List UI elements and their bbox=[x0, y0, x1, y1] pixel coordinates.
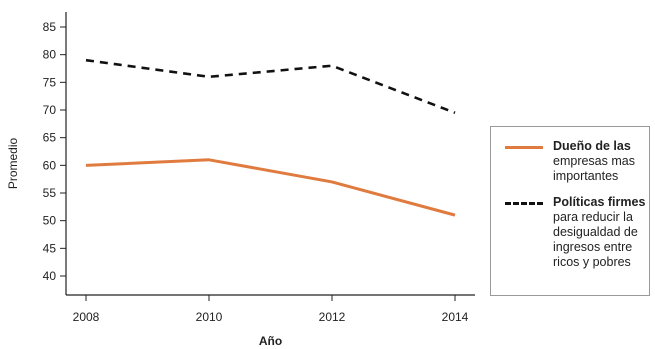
series-line-1 bbox=[85, 58, 456, 114]
y-tick-label-40: 40 bbox=[43, 269, 57, 283]
x-tick-label-2008: 2008 bbox=[73, 310, 100, 324]
x-tick-label-2012: 2012 bbox=[319, 310, 346, 324]
y-tick-label-75: 75 bbox=[43, 75, 57, 89]
y-tick-label-70: 70 bbox=[43, 103, 57, 117]
y-axis-title: Promedio bbox=[6, 137, 20, 189]
y-tick-label-80: 80 bbox=[43, 48, 57, 62]
legend-label-owners: Dueño de las empresas mas importantes bbox=[553, 139, 635, 183]
x-tick-label-2014: 2014 bbox=[442, 310, 469, 324]
y-tick-label-45: 45 bbox=[43, 241, 57, 255]
y-tick-label-60: 60 bbox=[43, 158, 57, 172]
x-tick-label-2010: 2010 bbox=[196, 310, 223, 324]
x-axis: 2008 2010 2012 2014 bbox=[66, 294, 475, 324]
legend-label-policies: Políticas firmes para reducir la desigua… bbox=[553, 195, 646, 269]
series-line-0 bbox=[85, 158, 456, 217]
series-layer bbox=[85, 58, 456, 217]
y-axis: 40 45 50 55 60 65 70 75 80 85 bbox=[43, 12, 67, 295]
y-tick-label-65: 65 bbox=[43, 131, 57, 145]
legend-swatch-policies bbox=[505, 202, 543, 205]
y-tick-label-55: 55 bbox=[43, 186, 57, 200]
legend-swatch-owners bbox=[505, 146, 543, 149]
y-tick-label-85: 85 bbox=[43, 20, 57, 34]
legend: Dueño de las empresas mas importantes Po… bbox=[490, 126, 650, 296]
x-axis-title: Año bbox=[259, 334, 282, 348]
y-tick-label-50: 50 bbox=[43, 214, 57, 228]
